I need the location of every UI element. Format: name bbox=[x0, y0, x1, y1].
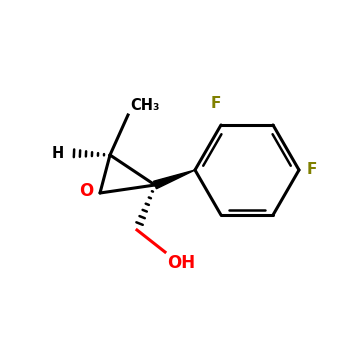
Text: CH₃: CH₃ bbox=[130, 98, 159, 113]
Text: F: F bbox=[307, 162, 317, 177]
Text: O: O bbox=[79, 182, 93, 200]
Text: OH: OH bbox=[167, 254, 195, 272]
Text: F: F bbox=[211, 96, 221, 111]
Text: H: H bbox=[52, 146, 64, 161]
Polygon shape bbox=[154, 170, 195, 189]
